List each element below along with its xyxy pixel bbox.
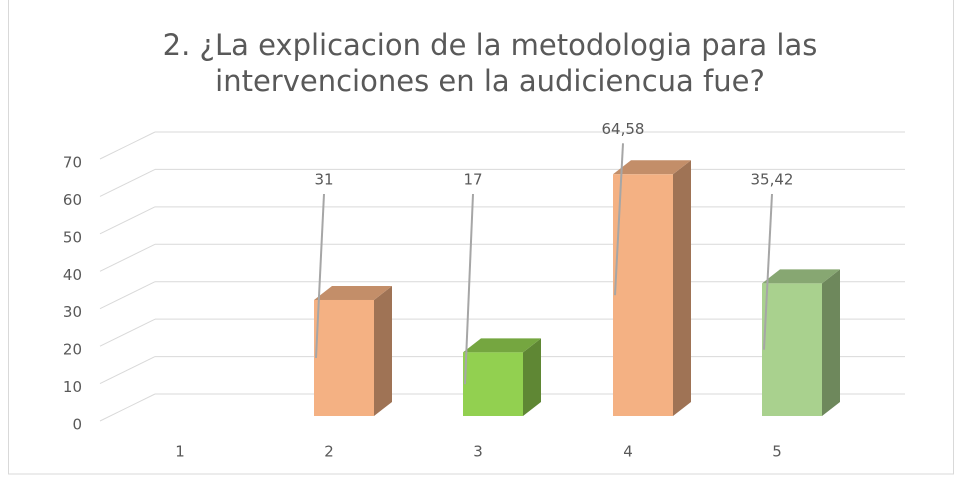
y-tick-label: 50: [63, 228, 82, 246]
bar: [613, 174, 673, 416]
grid-line: [99, 281, 156, 310]
y-tick-label: 0: [72, 416, 82, 434]
bar-top: [762, 269, 840, 284]
bar-side: [523, 338, 541, 416]
bar-top: [463, 338, 541, 353]
leader-line: [315, 193, 325, 359]
grid-line: [99, 356, 156, 385]
x-tick-label: 1: [175, 443, 185, 461]
leader-line: [614, 143, 624, 296]
bar-side: [374, 285, 392, 416]
y-tick-label: 30: [63, 303, 82, 321]
grid-line: [99, 206, 156, 235]
chart-title: intervenciones en la audiciencua fue?: [215, 64, 765, 98]
leader-line: [763, 193, 773, 350]
x-tick-label: 4: [623, 443, 633, 461]
bar: [463, 352, 523, 416]
y-tick-label: 10: [63, 378, 82, 396]
grid-line: [99, 243, 156, 272]
chart-title: 2. ¿La explicacion de la metodologia par…: [163, 28, 818, 62]
grid-line: [99, 131, 156, 160]
bar-top: [314, 285, 392, 300]
data-label: 31: [314, 171, 333, 189]
grid-line: [99, 393, 156, 422]
bar-side: [673, 160, 691, 416]
x-tick-label: 2: [324, 443, 334, 461]
y-tick-label: 20: [63, 341, 82, 359]
bar-top: [613, 160, 691, 175]
grid-line: [99, 318, 156, 347]
x-tick-label: 5: [772, 443, 782, 461]
data-label: 17: [463, 171, 482, 189]
grid-line: [99, 168, 156, 197]
x-tick-label: 3: [473, 443, 483, 461]
bar-side: [822, 269, 840, 416]
data-label: 64,58: [602, 120, 645, 138]
data-label: 35,42: [751, 171, 794, 189]
bar: [314, 299, 374, 416]
y-tick-label: 70: [63, 154, 82, 172]
leader-line: [464, 193, 474, 385]
bar: [762, 283, 822, 416]
y-tick-label: 40: [63, 266, 82, 284]
y-tick-label: 60: [63, 191, 82, 209]
chart-border: [8, 0, 954, 475]
